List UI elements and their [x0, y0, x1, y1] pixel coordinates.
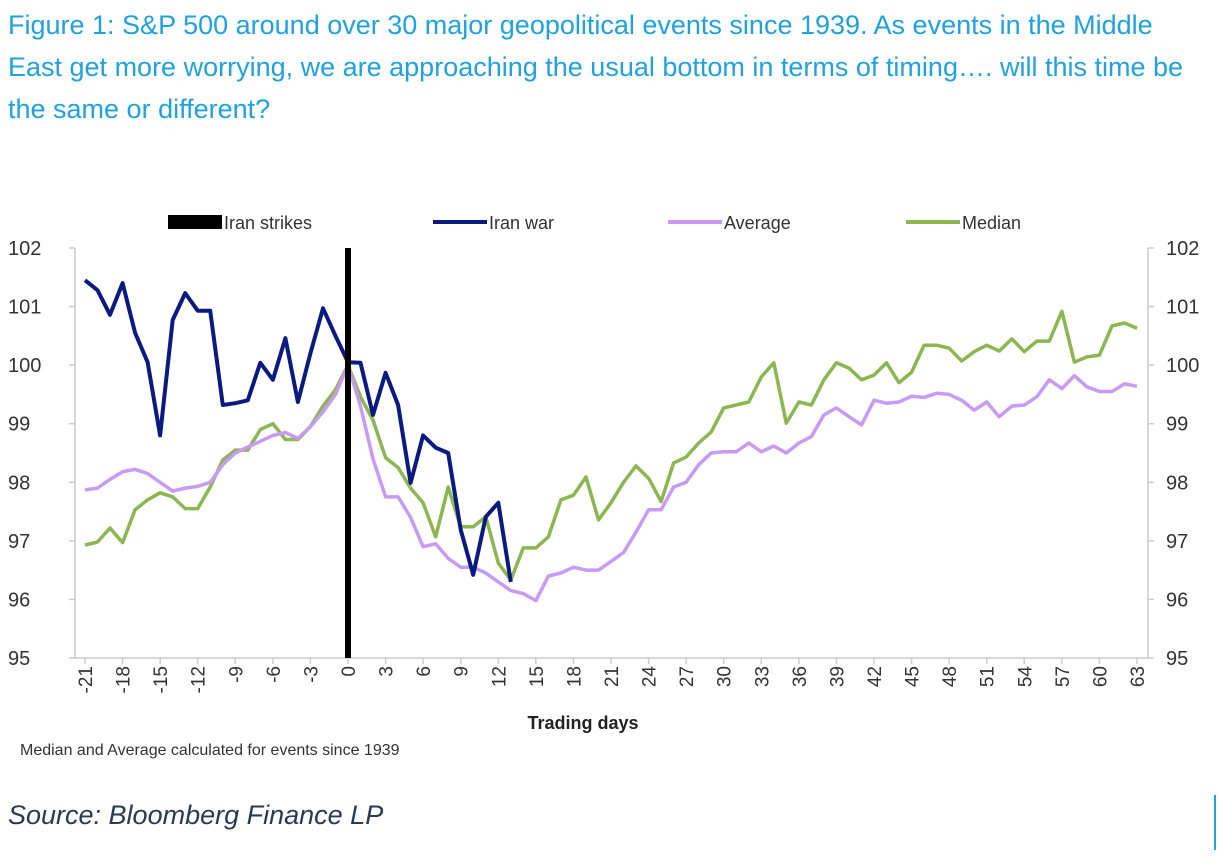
legend-label-average: Average — [724, 213, 791, 233]
y-tick-label-left: 98 — [8, 472, 30, 494]
x-tick-label: 6 — [414, 666, 435, 677]
y-tick-label-left: 96 — [8, 589, 30, 611]
legend-label-median: Median — [962, 213, 1021, 233]
x-tick-label: 33 — [752, 666, 773, 687]
x-tick-label: -18 — [114, 666, 135, 693]
x-tick-label: 57 — [1053, 666, 1074, 687]
x-tick-label: 60 — [1090, 666, 1111, 687]
y-tick-label-right: 100 — [1166, 355, 1199, 377]
x-tick-label: 42 — [865, 666, 886, 687]
x-tick-label: -12 — [189, 666, 210, 693]
x-tick-label: 9 — [452, 666, 473, 677]
x-tick-label: 15 — [527, 666, 548, 687]
chart-title: Figure 1: S&P 500 around over 30 major g… — [8, 10, 1184, 124]
x-tick-label: 21 — [602, 666, 623, 687]
footnote: Median and Average calculated for events… — [20, 742, 400, 759]
x-tick-label: 63 — [1128, 666, 1149, 687]
y-tick-label-left: 95 — [8, 648, 30, 670]
x-tick-label: 3 — [377, 666, 398, 677]
y-tick-label-left: 100 — [8, 355, 41, 377]
x-tick-label: -3 — [301, 666, 322, 683]
legend-label-iran-strikes: Iran strikes — [224, 213, 312, 233]
x-tick-label: 27 — [677, 666, 698, 687]
y-tick-label-right: 98 — [1166, 472, 1188, 494]
y-tick-label-left: 102 — [8, 238, 41, 260]
x-tick-label: 36 — [790, 666, 811, 687]
x-tick-label: 24 — [640, 666, 661, 688]
series-line-average — [84, 363, 1138, 603]
edge-accent-line — [1214, 795, 1216, 850]
x-tick-label: 54 — [1015, 666, 1036, 688]
y-tick-label-left: 97 — [8, 531, 30, 553]
series-line-iran-war — [83, 278, 513, 583]
x-tick-label: 12 — [489, 666, 510, 687]
legend: Iran strikes Iran war Average Median — [168, 213, 1021, 233]
x-tick-label: 30 — [715, 666, 736, 687]
legend-swatch-iran-strikes — [168, 215, 222, 229]
series-lines — [83, 248, 1138, 658]
x-tick-label: 45 — [903, 666, 924, 687]
y-tick-label-right: 97 — [1166, 531, 1188, 553]
y-tick-label-right: 95 — [1166, 648, 1188, 670]
x-tick-label: 18 — [564, 666, 585, 687]
y-tick-label-left: 101 — [8, 297, 41, 319]
y-tick-label-right: 101 — [1166, 297, 1199, 319]
series-line-median — [84, 309, 1138, 582]
x-tick-label: -21 — [76, 666, 97, 693]
source-note: Source: Bloomberg Finance LP — [8, 800, 384, 830]
x-tick-label: -9 — [226, 666, 247, 683]
y-tick-label-right: 102 — [1166, 238, 1199, 260]
legend-label-iran-war: Iran war — [489, 213, 554, 233]
y-tick-label-right: 99 — [1166, 414, 1188, 436]
y-tick-label-left: 99 — [8, 414, 30, 436]
x-tick-label: 51 — [978, 666, 999, 687]
y-tick-label-right: 96 — [1166, 589, 1188, 611]
x-tick-label: 48 — [940, 666, 961, 687]
x-tick-label: 39 — [827, 666, 848, 687]
x-tick-label: -6 — [264, 666, 285, 683]
x-tick-label: 0 — [339, 666, 360, 677]
x-tick-label: -15 — [151, 666, 172, 693]
x-axis-label: Trading days — [527, 713, 638, 733]
